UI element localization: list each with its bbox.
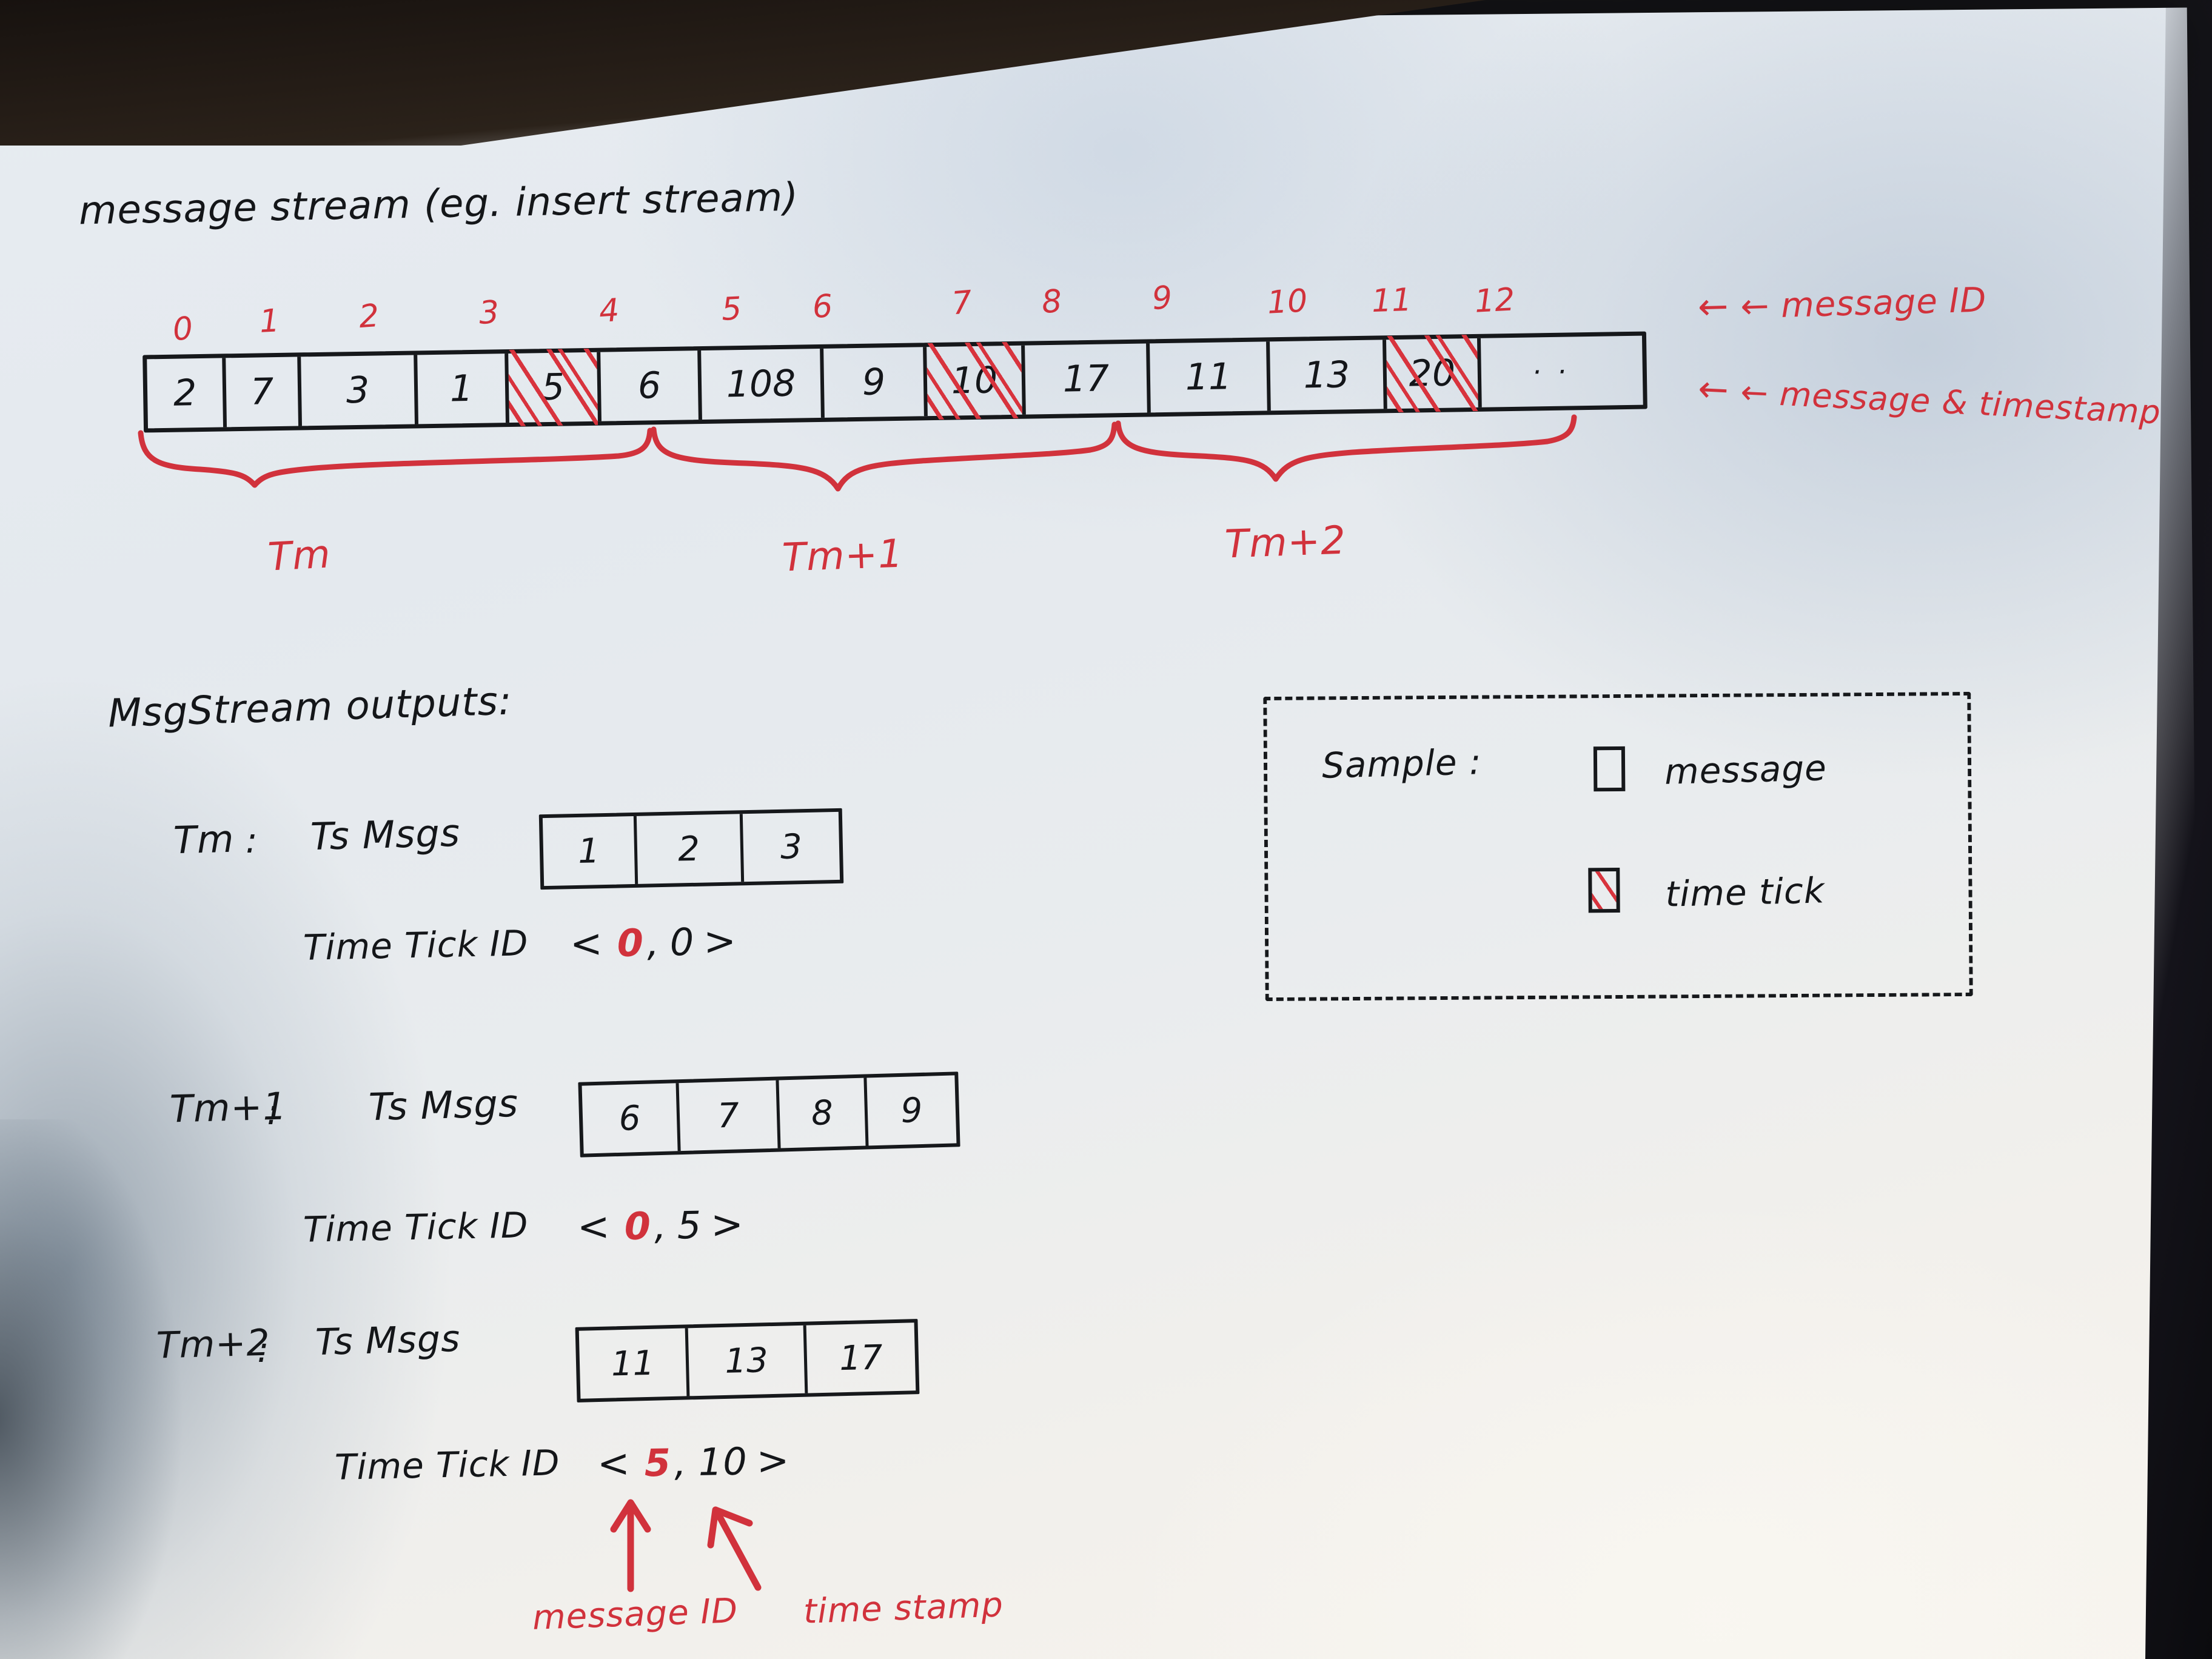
paper-sheet [0,7,2204,1659]
desk-shadow-left [0,1119,249,1659]
